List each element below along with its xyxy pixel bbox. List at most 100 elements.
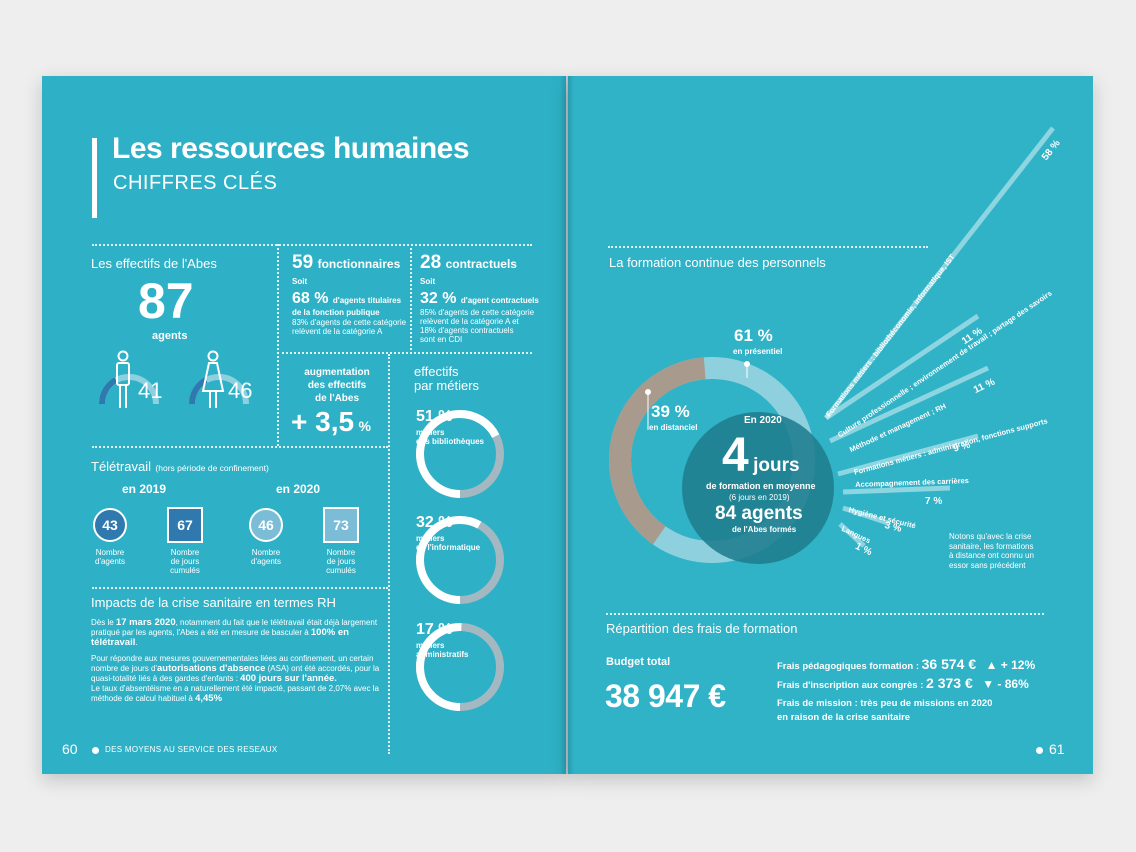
presentiel-pct: 61 % xyxy=(734,326,773,345)
label-line: d'agents xyxy=(95,557,125,566)
en2020-label: En 2020 xyxy=(744,415,782,426)
metier-label-informatique-1: métiers xyxy=(416,534,445,543)
label-line: cumulés xyxy=(170,566,200,575)
woman-icon xyxy=(201,350,225,408)
jours-word: jours xyxy=(753,455,800,476)
title-bar xyxy=(92,138,97,218)
agents-2019-badge: 43 xyxy=(93,508,127,542)
text-run: (ASA) ont été accordés, pour la quasi-to… xyxy=(91,664,380,683)
metier-label-informatique-2: de l'informatique xyxy=(416,543,481,552)
note-line: à distance ont connu un xyxy=(949,551,1034,560)
gender-gauges xyxy=(98,350,249,408)
ray-chart xyxy=(824,126,1055,548)
effectifs-heading: Les effectifs de l'Abes xyxy=(91,256,217,271)
label-line: Nombre xyxy=(251,548,281,557)
spine-shadow xyxy=(560,76,574,774)
note-line: sanitaire, les formations xyxy=(949,541,1034,551)
teletravail-heading-line: Télétravail (hors période de confinement… xyxy=(91,458,269,476)
text-run: , notamment du fait que le télétravail é… xyxy=(91,618,378,637)
note-line: Notons qu'avec la crise xyxy=(949,532,1032,541)
agents-count: 84 agents xyxy=(715,503,803,524)
inner-circle xyxy=(682,412,834,564)
fonctionnaires-pct: 68 % xyxy=(292,290,329,307)
fonctionnaires-note-2: relèvent de la catégorie A xyxy=(292,327,383,336)
text-run: Pour répondre aux mesures gouvernemental… xyxy=(91,654,374,673)
teletravail-heading-note: (hors période de confinement) xyxy=(155,463,269,473)
peda-label: Frais pédagogiques formation : xyxy=(777,661,922,672)
crise-note: Notons qu'avec la crise sanitaire, les f… xyxy=(949,532,1049,570)
ray-bar-hygiene xyxy=(842,505,889,526)
peda-value: 36 574 € xyxy=(921,656,977,672)
jours-2020-badge: 73 xyxy=(323,507,359,543)
peda-line: Frais pédagogiques formation : 36 574 € … xyxy=(777,656,1035,674)
agents-sub: de l'Abes formés xyxy=(732,525,797,534)
text-run: 4,45% xyxy=(195,693,223,704)
divider xyxy=(277,352,532,354)
jours-2019-badge: 67 xyxy=(167,507,203,543)
metiers-donuts xyxy=(416,410,504,711)
metier-pct-administratifs: 17 % xyxy=(416,621,453,638)
text-run: autorisations d'absence xyxy=(157,663,266,674)
contractuels-note-3: 18% d'agents contractuels xyxy=(420,326,514,335)
page-number: 60 xyxy=(62,741,78,757)
text-run: 400 jours sur l'année. xyxy=(240,673,337,684)
ray-bar-metiers-administration xyxy=(837,433,979,477)
man-icon xyxy=(116,350,130,408)
contractuels-line: 28 contractuels xyxy=(420,252,517,274)
jours-2020-label: Nombre de jours cumulés xyxy=(311,548,371,575)
contractuels-label: contractuels xyxy=(445,257,517,271)
fonctionnaires-soit: Soit xyxy=(292,277,308,286)
augmentation-line-2: des effectifs xyxy=(307,380,367,391)
inscr-change: ▼ - 86% xyxy=(982,677,1029,691)
jours-number: 4 xyxy=(722,429,749,482)
text-run: . xyxy=(135,638,138,647)
ray-bar-langues xyxy=(838,522,866,548)
contractuels-note-1: 85% d'agents de cette catégorie xyxy=(420,308,535,317)
effectifs-count-label: agents xyxy=(152,330,188,342)
mission-line-2: en raison de la crise sanitaire xyxy=(777,712,911,723)
teletravail-heading: Télétravail xyxy=(91,459,151,474)
jours-line: 4 jours xyxy=(722,432,800,480)
contractuels-pct-label: d'agent contractuels xyxy=(460,296,539,305)
effectifs-count: 87 xyxy=(138,273,194,329)
metiers-heading-2: par métiers xyxy=(414,378,480,393)
formation-donut xyxy=(609,357,834,564)
divider xyxy=(92,244,532,246)
divider xyxy=(608,246,928,248)
contractuels-pct-line: 32 % d'agent contractuels xyxy=(420,290,539,308)
label-line: de jours xyxy=(326,557,356,566)
contractuels-soit: Soit xyxy=(420,277,436,286)
women-count: 46 xyxy=(228,378,253,403)
divider xyxy=(277,244,279,446)
ray-bar-accompagnement xyxy=(842,485,951,495)
text-run: Dès le xyxy=(91,618,116,627)
label-line: Nombre xyxy=(326,548,356,557)
presentiel-label: en présentiel xyxy=(733,347,783,356)
inscr-label: Frais d'inscription aux congrès : xyxy=(777,680,927,691)
agents-2020-label: Nombre d'agents xyxy=(236,548,296,566)
augmentation-value-line: + 3,5 % xyxy=(291,406,371,438)
label-line: Nombre xyxy=(95,548,125,557)
ray-bar-culture-professionnelle xyxy=(824,313,980,421)
label-line: cumulés xyxy=(326,566,356,575)
right-page: La formation continue des personnels 61 … xyxy=(568,76,1093,774)
divider xyxy=(388,354,390,754)
jours-sub: de formation en moyenne xyxy=(706,481,816,491)
impacts-paragraph-3: Le taux d'absentéisme en a naturellement… xyxy=(91,684,383,704)
contractuels-note-2: relèvent de la catégorie A et xyxy=(420,317,519,326)
metier-label-bibliotheques-1: métiers xyxy=(416,428,445,437)
footer-dot xyxy=(1036,747,1043,754)
fonctionnaires-line: 59 fonctionnaires xyxy=(292,252,400,274)
metier-label-administratifs-1: métiers xyxy=(416,641,445,650)
augmentation-block: augmentation des effectifs de l'Abes xyxy=(287,366,387,405)
contractuels-count: 28 xyxy=(420,252,442,273)
jours-prev: (6 jours en 2019) xyxy=(729,493,790,502)
impacts-text: Dès le 17 mars 2020, notamment du fait q… xyxy=(91,618,383,704)
metiers-heading-1: effectifs xyxy=(414,364,459,379)
label-line: Nombre xyxy=(170,548,200,557)
agents-2019-label: Nombre d'agents xyxy=(80,548,140,566)
contractuels-pct: 32 % xyxy=(420,290,457,307)
divider xyxy=(410,248,412,350)
augmentation-line-3: de l'Abes xyxy=(314,393,360,404)
page-subtitle: CHIFFRES CLÉS xyxy=(113,172,278,194)
